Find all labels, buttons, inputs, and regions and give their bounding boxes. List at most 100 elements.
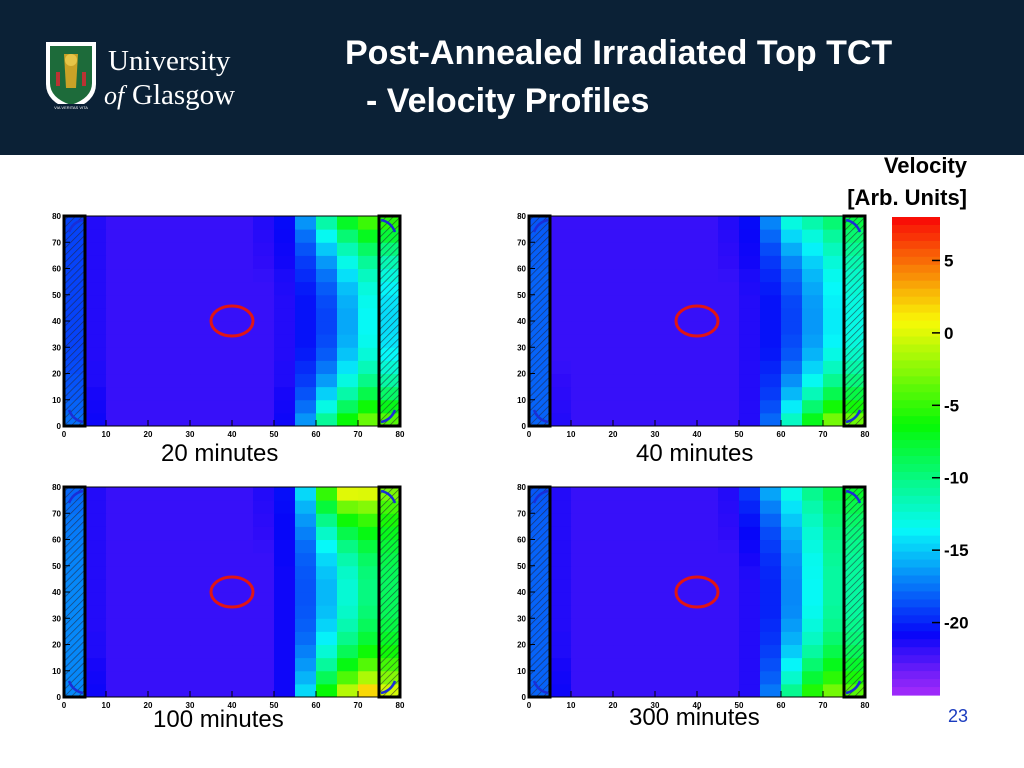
heatmap-cell — [823, 412, 845, 427]
heatmap-cell — [316, 657, 338, 672]
heatmap-cell — [295, 618, 317, 632]
heatmap-cell — [802, 605, 824, 619]
heatmap-cell — [592, 360, 614, 375]
heatmap-cell — [295, 360, 317, 375]
heatmap-cell — [274, 552, 296, 567]
y-tick-label: 20 — [52, 370, 61, 379]
heatmap-cell — [232, 347, 254, 361]
heatmap-cell — [823, 539, 845, 554]
heatmap-cell — [550, 683, 572, 698]
heatmap-cell — [316, 281, 338, 296]
heatmap-cell — [613, 644, 635, 659]
heatmap-cell — [337, 360, 359, 375]
heatmap-cell — [613, 565, 635, 580]
heatmap-cell — [358, 268, 380, 283]
colorbar-segment — [892, 543, 940, 553]
heatmap-cell — [169, 229, 191, 243]
heatmap-cell — [697, 399, 719, 414]
heatmap-cell — [760, 373, 782, 388]
heatmap-cell — [613, 657, 635, 672]
heatmap-cell — [148, 500, 170, 514]
heatmap-cell — [655, 347, 677, 361]
heatmap-cell — [655, 268, 677, 283]
heatmap-cell — [550, 631, 572, 646]
heatmap-cell — [232, 373, 254, 388]
heatmap-cell — [358, 294, 380, 309]
heatmap-cell — [169, 255, 191, 270]
heatmap-cell — [316, 487, 338, 501]
heatmap-cell — [781, 578, 803, 593]
heatmap-cell — [592, 268, 614, 283]
y-tick-label: 40 — [517, 588, 526, 597]
heatmap-cell — [655, 565, 677, 580]
colorbar-segment — [892, 392, 940, 401]
heatmap-cell — [823, 386, 845, 401]
heatmap-cell — [781, 683, 803, 698]
heatmap-cell — [718, 347, 740, 361]
heatmap-cell — [676, 281, 698, 296]
heatmap-cell — [274, 255, 296, 270]
heatmap-cell — [127, 399, 149, 414]
heatmap-cell — [634, 216, 656, 230]
colorbar-segment — [892, 240, 940, 250]
heatmap-cell — [295, 268, 317, 283]
heatmap-cell — [550, 321, 572, 335]
heatmap-cell — [190, 321, 212, 335]
y-tick-label: 30 — [52, 343, 61, 352]
heatmap-cell — [634, 670, 656, 685]
heatmap-cell — [190, 683, 212, 698]
heatmap-cell — [697, 360, 719, 375]
colorbar-segment — [892, 591, 940, 600]
heatmap-cell — [550, 552, 572, 567]
heatmap-cell — [802, 670, 824, 685]
y-tick-label: 60 — [52, 265, 61, 274]
heatmap-cell — [337, 255, 359, 270]
heatmap-20-minutes: 0 10 20 30 40 50 60 70 80 0 10 20 30 40 50 60 70 80 — [46, 210, 406, 440]
heatmap-cell — [781, 216, 803, 230]
colorbar-segment — [892, 607, 940, 616]
heatmap-cell — [274, 644, 296, 659]
heatmap-cell — [211, 513, 233, 527]
heatmap-cell — [697, 552, 719, 567]
heatmap-cell — [337, 294, 359, 309]
colorbar-tick-label: -10 — [944, 469, 969, 488]
heatmap-cell — [739, 500, 761, 514]
heatmap-cell — [592, 334, 614, 348]
heatmap-cell — [760, 565, 782, 580]
heatmap-cell — [571, 268, 593, 283]
heatmap-cell — [823, 670, 845, 685]
x-tick-label: 20 — [609, 701, 618, 710]
heatmap-cell — [571, 229, 593, 243]
heatmap-cell — [718, 618, 740, 632]
heatmap-cell — [337, 268, 359, 283]
heatmap-cell — [802, 242, 824, 256]
heatmap-cell — [106, 578, 128, 593]
colorbar-tick-label: 5 — [944, 251, 953, 270]
y-tick-label: 80 — [517, 212, 526, 221]
heatmap-cell — [781, 592, 803, 606]
heatmap-cell — [823, 592, 845, 606]
heatmap-cell — [634, 347, 656, 361]
heatmap-cell — [823, 618, 845, 632]
heatmap-cell — [739, 631, 761, 646]
heatmap-cell — [655, 360, 677, 375]
heatmap-cell — [358, 683, 380, 698]
heatmap-cell — [760, 487, 782, 501]
heatmap-cell — [106, 360, 128, 375]
heatmap-cell — [232, 487, 254, 501]
heatmap-cell — [655, 683, 677, 698]
heatmap-cell — [106, 513, 128, 527]
heatmap-cell — [802, 578, 824, 593]
colorbar-segment — [892, 671, 940, 680]
heatmap-cell — [697, 412, 719, 427]
guard-arc — [532, 218, 549, 233]
heatmap-cell — [274, 526, 296, 541]
heatmap-cell — [253, 618, 275, 632]
heatmap-cell — [253, 592, 275, 606]
guard-arc — [532, 489, 549, 504]
heatmap-cell — [781, 644, 803, 659]
heatmap-cell — [781, 513, 803, 527]
colorbar-segment — [892, 463, 940, 473]
heatmap-cell — [571, 216, 593, 230]
heatmap-cell — [253, 487, 275, 501]
